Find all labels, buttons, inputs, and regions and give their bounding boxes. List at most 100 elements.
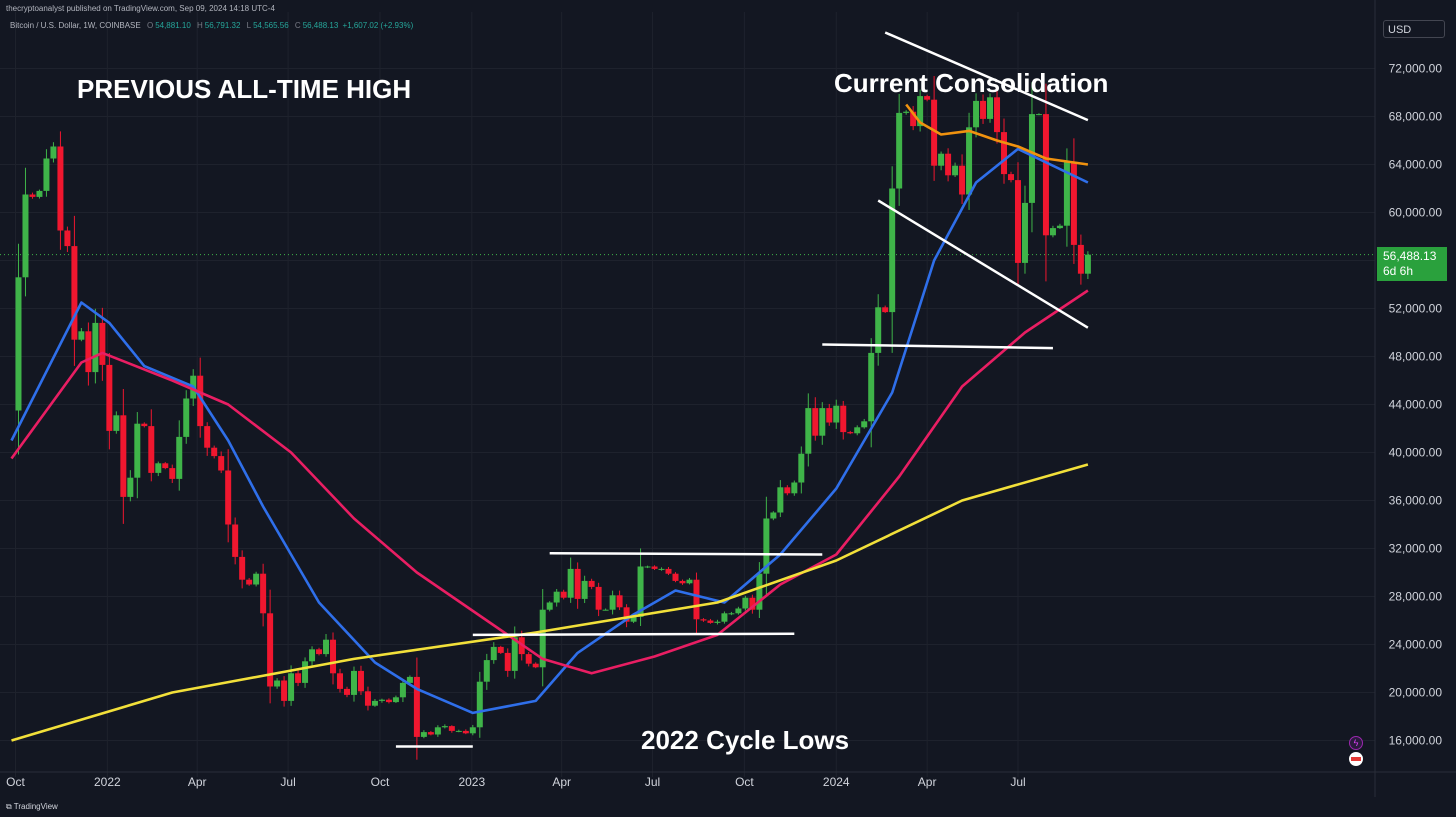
- candle-body: [204, 426, 211, 448]
- moving-average-line: [10, 289, 1089, 675]
- candle-body: [903, 111, 910, 113]
- time-tick-label: Oct: [371, 775, 390, 789]
- tradingview-logo[interactable]: ⧉ TradingView: [6, 802, 58, 812]
- annotation-consolidation: Current Consolidation: [834, 68, 1109, 98]
- candle-body: [875, 307, 882, 353]
- candle-body: [938, 153, 945, 166]
- time-tick-label: Apr: [188, 775, 207, 789]
- candle-body: [197, 375, 204, 427]
- candle-body: [1077, 244, 1084, 274]
- candle-body: [183, 398, 190, 437]
- candle-body: [176, 436, 183, 479]
- candle-body: [281, 680, 288, 701]
- candle-body: [141, 423, 148, 427]
- candle-body: [155, 463, 162, 473]
- candle-body: [714, 621, 721, 623]
- candle-body: [218, 456, 225, 471]
- candle-body: [665, 568, 672, 574]
- annotation-ath: PREVIOUS ALL-TIME HIGH: [77, 74, 412, 104]
- candle-body: [232, 524, 239, 557]
- lightning-icon[interactable]: ϟ: [1349, 736, 1363, 750]
- candle-body: [945, 153, 952, 176]
- candle-body: [162, 463, 169, 469]
- close-value: 56,488.13: [302, 21, 339, 30]
- candle-body: [316, 649, 323, 655]
- candle-body: [99, 322, 106, 365]
- candle-body: [1070, 162, 1077, 245]
- candle-body: [1063, 162, 1070, 226]
- candle-body: [1001, 132, 1008, 175]
- candle-body: [106, 364, 113, 431]
- open-value: 54,881.10: [155, 21, 191, 30]
- trendlines: [395, 31, 1089, 748]
- candle-body: [896, 112, 903, 189]
- candle-body: [274, 680, 281, 687]
- candle-body: [826, 408, 833, 423]
- price-tick-label: 40,000.00: [1389, 446, 1443, 460]
- candle-body: [763, 518, 770, 574]
- candle-body: [260, 573, 267, 614]
- candle-body: [211, 447, 218, 457]
- candle-body: [959, 165, 966, 195]
- flag-icon[interactable]: [1349, 752, 1363, 766]
- trendline: [549, 552, 823, 556]
- trendline: [884, 31, 1089, 122]
- candle-body: [288, 673, 295, 701]
- publisher-line: thecryptoanalyst published on TradingVie…: [6, 4, 275, 13]
- candle-body: [840, 405, 847, 433]
- candle-body: [1084, 254, 1091, 274]
- candle-body: [441, 726, 448, 728]
- symbol-info: Bitcoin / U.S. Dollar, 1W, COINBASE O 54,…: [10, 21, 413, 30]
- candle-body: [497, 646, 504, 653]
- candle-body: [225, 470, 232, 525]
- symbol-name[interactable]: Bitcoin / U.S. Dollar, 1W, COINBASE: [10, 21, 141, 30]
- candle-body: [420, 732, 427, 737]
- candle-body: [246, 579, 253, 585]
- candle-body: [57, 146, 64, 231]
- candle-body: [889, 188, 896, 313]
- candle-body: [1035, 114, 1042, 116]
- candle-body: [455, 730, 462, 732]
- candle-body: [686, 579, 693, 584]
- low-label: L: [246, 21, 252, 30]
- candle-body: [805, 408, 812, 454]
- time-tick-label: Jul: [1010, 775, 1025, 789]
- candle-body: [742, 597, 749, 609]
- candle-body: [309, 649, 316, 662]
- candle-body: [413, 676, 420, 737]
- candle-body: [560, 591, 567, 598]
- candle-body: [36, 190, 43, 197]
- candle-body: [92, 322, 99, 373]
- price-tick-label: 28,000.00: [1389, 590, 1443, 604]
- candle-body: [819, 408, 826, 436]
- candle-body: [693, 579, 700, 620]
- currency-selector[interactable]: USD: [1383, 20, 1445, 38]
- trendline: [877, 199, 1089, 329]
- candle-body: [588, 580, 595, 587]
- candle-body: [378, 699, 385, 701]
- candle-body: [364, 691, 371, 706]
- candle-body: [43, 158, 50, 191]
- price-tick-label: 16,000.00: [1389, 734, 1443, 748]
- candle-body: [735, 608, 742, 614]
- candle-body: [567, 568, 574, 598]
- candle-body: [616, 595, 623, 608]
- candle-body: [798, 453, 805, 483]
- candle-body: [469, 727, 476, 734]
- candle-body: [924, 96, 931, 100]
- candle-body: [623, 607, 630, 622]
- candle-body: [791, 482, 798, 494]
- candle-body: [350, 670, 357, 695]
- candle-body: [966, 127, 973, 195]
- time-tick-label: 2024: [823, 775, 850, 789]
- high-value: 56,791.32: [204, 21, 241, 30]
- candle-body: [952, 165, 959, 176]
- candle-body: [721, 613, 728, 622]
- close-label: C: [294, 21, 301, 30]
- candle-body: [50, 146, 57, 159]
- high-label: H: [197, 21, 203, 30]
- candle-body: [861, 421, 868, 428]
- candle-body: [602, 609, 609, 611]
